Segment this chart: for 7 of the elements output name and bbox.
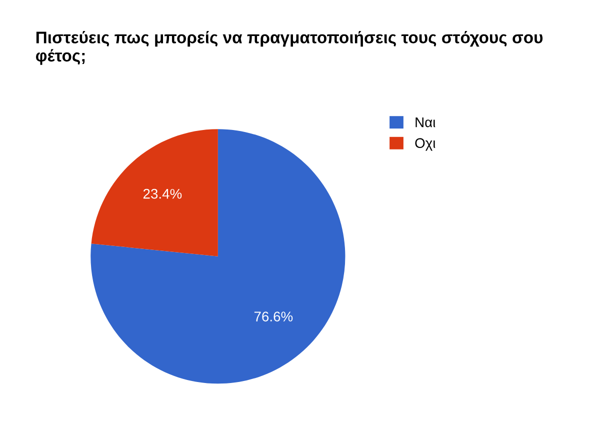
legend-label: Ναι bbox=[416, 118, 436, 128]
legend-label: Οχι bbox=[415, 138, 436, 151]
pie-slice bbox=[90, 129, 346, 384]
data-label: 76.6% bbox=[254, 312, 293, 322]
pie-slice bbox=[91, 129, 218, 256]
data-label: 23.4% bbox=[143, 188, 182, 199]
chart-title: Πιστεύεις πως μπορείς να πραγματοποιήσεις τους στόχους σου φέτος; bbox=[36, 30, 543, 65]
